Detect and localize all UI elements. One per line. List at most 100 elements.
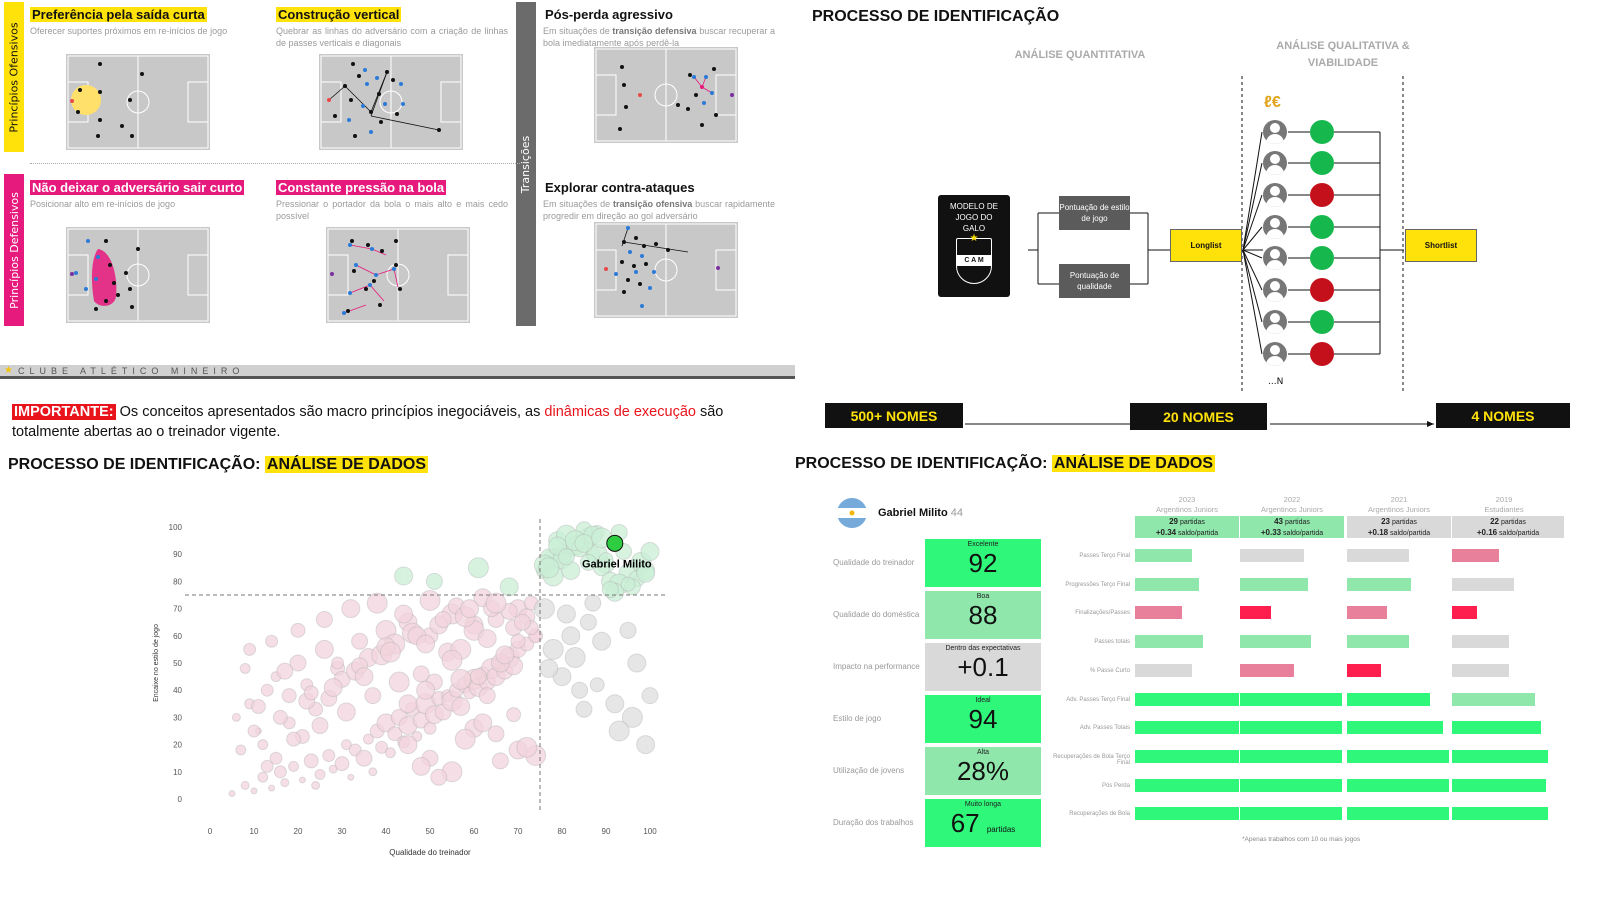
candidate-viable-dot [1310,151,1334,175]
x-tick-label: 10 [250,827,259,836]
principle-card-counter-press: Pós-perda agressivo Em situações de tran… [543,4,775,49]
stage-4-names: 4 NOMES [1436,403,1570,428]
stat-row-label: Pós Perda [1101,782,1130,789]
process-title: PROCESSO DE IDENTIFICAÇÃO [812,8,1060,25]
stat-bar [1135,721,1239,735]
scatter-point [394,604,414,624]
footnote: *Apenas trabalhos com 10 ou mais jogos [1242,836,1361,843]
stat-bar [1135,663,1192,677]
fan-line [1242,162,1263,251]
scatter-point [388,671,410,693]
scatter-point [314,639,334,659]
scatter-point [387,726,403,742]
season-summary: 23 partidas +0.18 saldo/partida [1347,516,1451,538]
stat-bar [1240,692,1342,706]
candidate-viable-dot [1310,246,1334,270]
scatter-point [322,748,336,762]
scatter-point [499,577,519,597]
x-tick-label: 30 [338,827,347,836]
scatter-point [379,641,401,663]
metric-value: 88 [968,600,998,630]
scatter-point [579,553,597,571]
scatter-point [276,662,294,680]
scatter-point [239,662,251,674]
flow-connectors [965,76,1434,427]
stat-bar [1347,577,1411,591]
scatter-point [273,765,287,779]
scatter-point [641,687,659,705]
scatter-point [257,739,269,751]
stat-bar [1135,577,1199,591]
stat-bar [1347,549,1409,562]
scatter-point [272,709,288,725]
card-desc: Pressionar o portador da bola o mais alt… [276,199,508,221]
candidate-not-viable-dot [1310,183,1334,207]
execution-highlight: dinâmicas de execução [544,404,696,420]
qual-column-label: ANÁLISE QUALITATIVA & VIABILIDADE [1276,40,1410,69]
y-tick-label: 40 [173,686,182,695]
defensive-label: Princípios Defensivos [7,191,21,309]
scatter-point [571,681,589,699]
scatter-point [331,656,345,670]
principle-card-vertical-build: Construção vertical Quebrar as linhas do… [276,4,508,49]
metric-card: Muito longa 67 partidas [925,799,1041,847]
scatter-point [250,787,258,795]
season-summary: 29 partidas +0.34 saldo/partida [1135,516,1239,538]
more-candidates: ...N [1268,377,1284,387]
longlist-box: Longlist [1170,229,1242,262]
scatter-point [416,634,436,654]
candidate-avatar-icon [1263,215,1287,239]
stat-bar [1347,721,1443,735]
card-desc: Quebrar as linhas do adversário com a cr… [276,26,508,48]
stat-bar [1135,778,1239,792]
scatter-point [260,759,274,773]
scatter-point [598,552,614,568]
coach-name-line: Gabriel Milito 44 [878,507,963,519]
club-crest-icon: ★ C A M [956,233,992,284]
stat-row-label: Passes totais [1094,639,1130,646]
candidate-avatar-icon [1263,183,1287,207]
stat-bar [1347,807,1449,821]
transitions-label: Transições [519,135,533,193]
scatter-point [412,665,430,683]
scatter-point [564,647,586,669]
stat-bar [1135,549,1192,562]
defensive-band: Princípios Defensivos [4,174,24,326]
x-tick-label: 50 [426,827,435,836]
scatter-point [314,769,326,781]
scatter-point [561,626,581,646]
game-model-label: MODELO DE JOGO DO GALO [949,202,998,233]
scatter-point [460,599,480,619]
metric-card: Alta 28% [925,747,1041,795]
scatter-point [533,598,555,620]
scatter-point [323,677,343,697]
x-tick-label: 0 [208,827,213,836]
important-tag: IMPORTANTE: [12,404,116,420]
stat-row-label: Adv. Passes Totais [1079,725,1130,732]
metric-card: Ideal 94 [925,695,1041,743]
scatter-point [636,735,656,755]
stat-row-label: Recuperações de Bola [1069,811,1130,818]
scatter-point [506,707,522,723]
scatter-point [228,790,236,798]
scatter-point [364,687,382,705]
fan-line [1242,226,1263,251]
scatter-point [243,642,257,656]
stat-bar [1240,721,1342,735]
scatter-point [280,778,290,788]
candidate-avatar-icon [1263,120,1287,144]
scatter-point [451,697,471,717]
stat-row-label: Finalizações/Passes [1075,610,1130,617]
stat-bar [1452,807,1548,821]
candidate-viable-dot [1310,310,1334,334]
season-header: 2022 Argentinos Juniors [1260,495,1324,514]
card-title: Preferência pela saída curta [30,7,207,22]
card-desc: Em situações de transição ofensiva busca… [543,199,775,221]
scatter-point [485,592,507,614]
scatter-point [336,702,356,722]
offensive-band: Princípios Ofensivos [4,2,24,152]
season-summary: 22 partidas +0.16 saldo/partida [1452,516,1564,538]
crest-star-icon: ★ [969,233,979,244]
stat-bar [1452,549,1499,562]
scatter-point [398,694,418,714]
